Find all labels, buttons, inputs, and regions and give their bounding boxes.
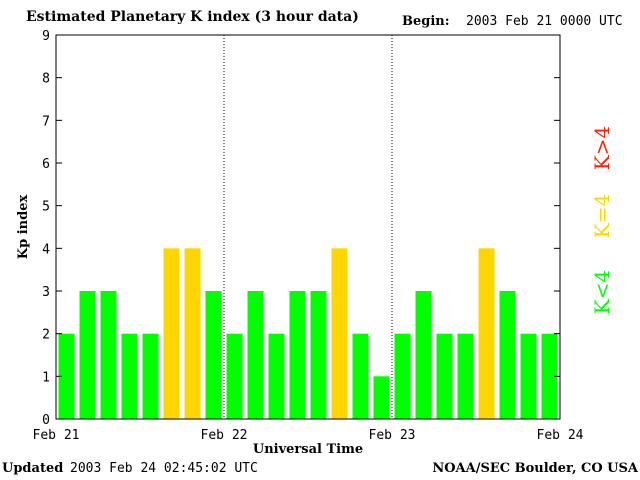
bar-13 (331, 248, 348, 419)
bar-12 (310, 291, 327, 419)
chart-title: Estimated Planetary K index (3 hour data… (26, 9, 359, 25)
y-tick-label-8: 8 (42, 72, 50, 87)
bar-0 (58, 333, 75, 419)
updated-label: Updated (2, 461, 64, 476)
bar-5 (163, 248, 180, 419)
legend: K<4 K=4 K>4 (590, 126, 614, 314)
y-axis-label: Kp index (16, 195, 31, 260)
y-tick-label-6: 6 (42, 157, 50, 172)
bar-22 (520, 333, 537, 419)
bar-11 (289, 291, 306, 419)
y-tick-label-4: 4 (42, 242, 50, 257)
x-tick-label-1: Feb 22 (201, 428, 248, 443)
bar-6 (184, 248, 201, 419)
plot-frame (55, 34, 561, 420)
y-tick-label-0: 0 (42, 413, 50, 428)
bar-7 (205, 291, 222, 419)
bar-10 (268, 333, 285, 419)
bar-20 (478, 248, 495, 419)
y-tick-label-2: 2 (42, 328, 50, 343)
x-tick-label-0: Feb 21 (33, 428, 80, 443)
legend-item-high: K>4 (590, 126, 614, 170)
y-tick-label-9: 9 (42, 29, 50, 44)
y-tick-label-7: 7 (42, 114, 50, 129)
bar-8 (226, 333, 243, 419)
bar-4 (142, 333, 159, 419)
updated-value: 2003 Feb 24 02:45:02 UTC (70, 461, 258, 476)
bar-15 (373, 376, 390, 419)
bar-17 (415, 291, 432, 419)
bar-3 (121, 333, 138, 419)
legend-item-low: K<4 (590, 270, 614, 314)
grid-group (223, 35, 393, 419)
credit-text: NOAA/SEC Boulder, CO USA (432, 461, 638, 476)
bar-19 (457, 333, 474, 419)
bar-18 (436, 333, 453, 419)
y-tick-label-1: 1 (42, 370, 50, 385)
bar-21 (499, 291, 516, 419)
bar-1 (79, 291, 96, 419)
x-axis-label: Universal Time (253, 442, 363, 457)
bar-23 (541, 333, 558, 419)
y-ticks-group: 0 1 2 3 4 5 6 7 8 9 (42, 29, 560, 428)
y-tick-label-5: 5 (42, 200, 50, 215)
begin-label: Begin: (402, 14, 450, 29)
x-ticks-group: Feb 21 Feb 22 Feb 23 Feb 24 (33, 428, 584, 443)
x-tick-label-2: Feb 23 (369, 428, 416, 443)
legend-item-mid: K=4 (590, 194, 614, 238)
y-tick-label-3: 3 (42, 285, 50, 300)
x-tick-label-3: Feb 24 (537, 428, 584, 443)
bar-14 (352, 333, 369, 419)
begin-value: 2003 Feb 21 0000 UTC (466, 14, 623, 29)
bar-16 (394, 333, 411, 419)
bar-9 (247, 291, 264, 419)
bar-2 (100, 291, 117, 419)
bars-group (58, 248, 558, 419)
